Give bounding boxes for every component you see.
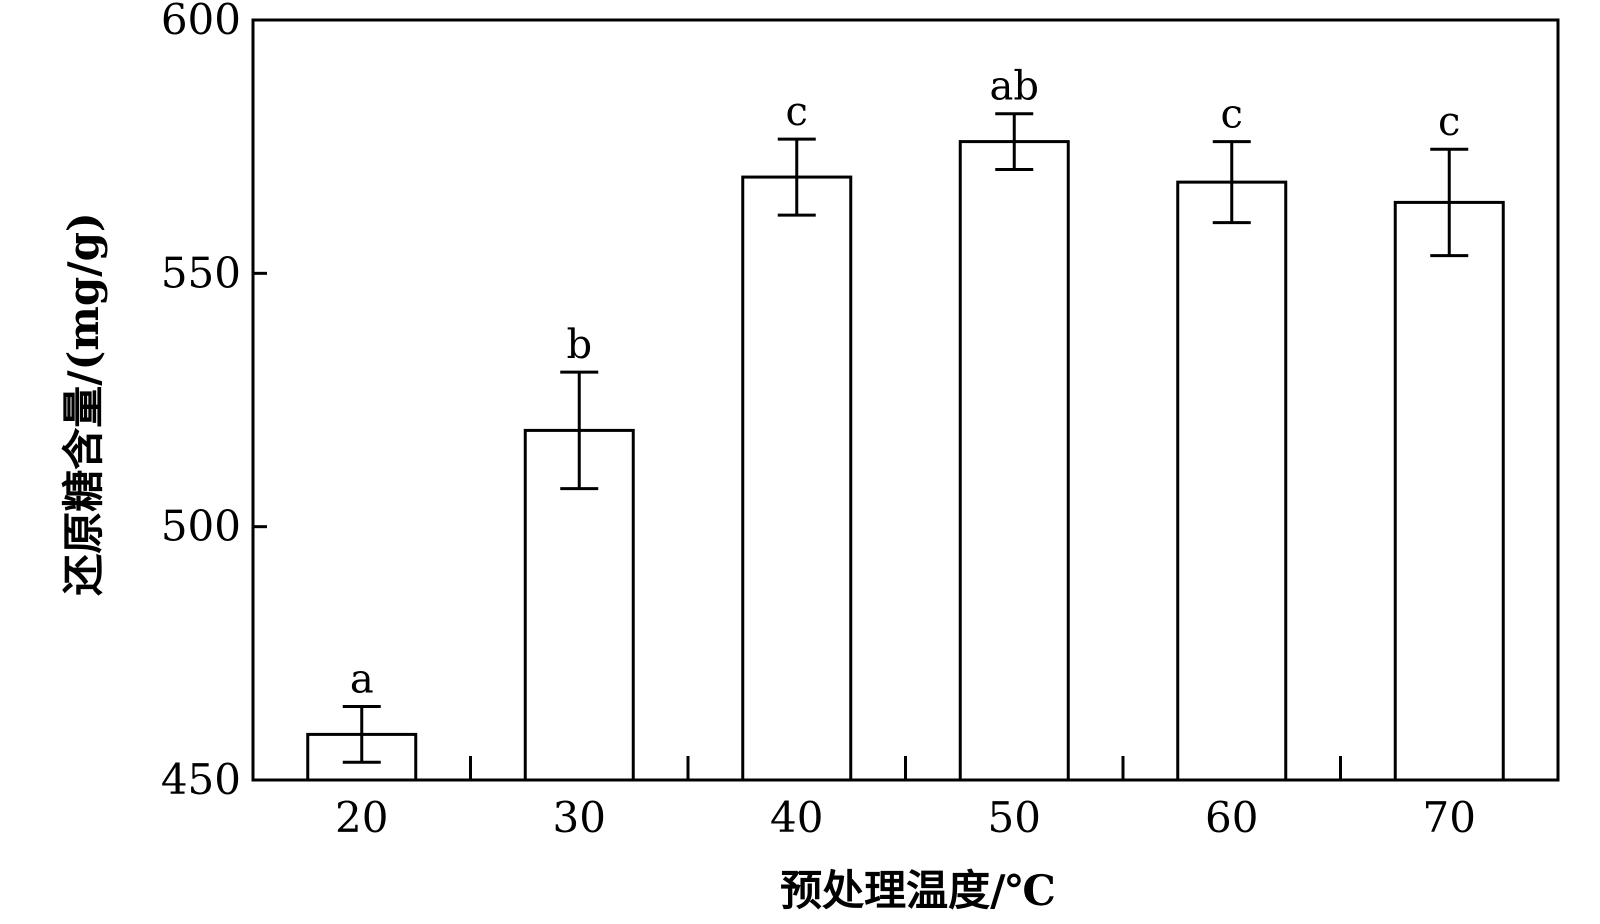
y-tick-label: 500 (161, 502, 241, 551)
x-tick-label: 60 (1205, 793, 1258, 842)
significance-label: c (1438, 99, 1460, 145)
bar (1176, 180, 1288, 782)
y-tick-label: 550 (161, 248, 241, 297)
y-axis: 450 500 550 600 (161, 0, 267, 804)
y-tick-label: 450 (161, 755, 241, 804)
y-tick-label: 600 (161, 0, 241, 44)
bar (958, 140, 1070, 782)
significance-label: c (786, 89, 808, 135)
x-tick-label: 70 (1423, 793, 1476, 842)
x-axis-title: 预处理温度/℃ (780, 866, 1056, 915)
x-axis: 20 30 40 50 60 70 (335, 756, 1476, 842)
x-tick-label: 40 (770, 793, 823, 842)
significance-label: b (566, 322, 592, 368)
significance-label: a (350, 657, 374, 703)
plot-frame (251, 18, 1560, 782)
x-tick-label: 30 (553, 793, 606, 842)
bar (1393, 200, 1505, 782)
x-tick-label: 50 (988, 793, 1041, 842)
significance-label: c (1221, 92, 1243, 138)
error-bars (342, 112, 1469, 764)
significance-label: ab (990, 64, 1039, 110)
bar (741, 175, 853, 782)
x-tick-label: 20 (335, 793, 388, 842)
bars (306, 140, 1505, 782)
y-axis-title: 还原糖含量/(mg/g) (59, 212, 108, 596)
